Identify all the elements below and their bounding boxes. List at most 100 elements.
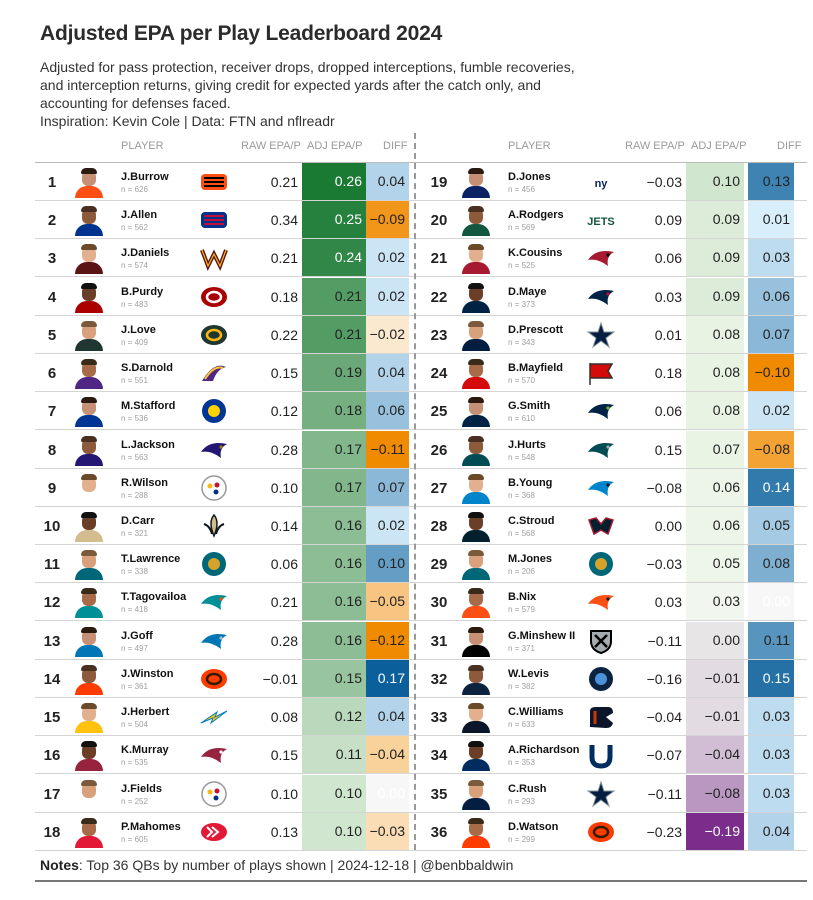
diff-cell: −0.11 xyxy=(366,430,409,468)
adj-epa-cell: −0.04 xyxy=(686,736,744,774)
diff-cell: 0.04 xyxy=(748,812,794,850)
leaderboard-table: PLAYER RAW EPA/P ADJ EPA/P DIFF PLAYER R… xyxy=(35,133,807,851)
player-name: D.Maye xyxy=(508,285,547,298)
raw-epa-value: −0.11 xyxy=(647,632,682,649)
chiefs-logo-icon xyxy=(199,818,229,846)
adj-epa-cell: 0.16 xyxy=(302,506,366,544)
player-headshot-icon xyxy=(73,242,105,275)
player-headshot-icon xyxy=(73,166,105,198)
rank: 23 xyxy=(430,326,448,344)
adj-epa-cell: 0.12 xyxy=(302,698,366,736)
adj-epa-cell: 0.08 xyxy=(686,315,744,353)
player-name: R.Wilson xyxy=(121,476,168,489)
raw-epa-value: 0.15 xyxy=(654,441,682,458)
table-row: 4 B.Purdy n = 483 0.18 0.21 0.02 xyxy=(35,277,422,316)
patriots-logo-icon xyxy=(586,283,616,311)
player-headshot-icon xyxy=(460,510,492,542)
chart-notes: Notes: Top 36 QBs by number of plays sho… xyxy=(40,857,513,873)
header-diff-left: DIFF xyxy=(383,140,408,152)
rank: 24 xyxy=(430,365,448,383)
play-count: n = 536 xyxy=(121,414,148,424)
header-adj-left: ADJ EPA/P xyxy=(307,140,363,152)
diff-cell: 0.00 xyxy=(748,583,794,621)
table-row: 22 D.Maye n = 373 0.03 0.09 0.06 xyxy=(422,277,807,316)
raw-epa-value: −0.16 xyxy=(646,670,682,687)
play-count: n = 551 xyxy=(121,376,148,386)
diff-cell: 0.03 xyxy=(748,736,794,774)
player-headshot-icon xyxy=(460,548,492,581)
raw-epa-value: −0.04 xyxy=(646,709,682,726)
header-player-left: PLAYER xyxy=(121,140,164,152)
adj-epa-cell: 0.16 xyxy=(302,583,366,621)
adj-epa-cell: 0.09 xyxy=(686,201,744,239)
raw-epa-value: 0.06 xyxy=(270,556,298,573)
table-row: 18 P.Mahomes n = 605 0.13 0.10 −0.03 xyxy=(35,812,422,851)
raw-epa-value: 0.14 xyxy=(270,517,298,534)
player-headshot-icon xyxy=(73,434,105,466)
rank: 28 xyxy=(430,517,448,535)
adj-epa-cell: 0.15 xyxy=(302,659,366,697)
diff-cell: 0.03 xyxy=(748,698,794,736)
rank: 10 xyxy=(43,517,61,535)
player-headshot-icon xyxy=(460,663,492,695)
rank: 11 xyxy=(44,556,60,574)
raw-epa-value: 0.22 xyxy=(270,326,298,343)
player-name: K.Cousins xyxy=(508,247,563,260)
raw-epa-value: −0.01 xyxy=(262,670,298,687)
adj-epa-cell: −0.08 xyxy=(686,774,744,812)
diff-cell: 0.05 xyxy=(748,506,794,544)
subtitle-line-4: Inspiration: Kevin Cole | Data: FTN and … xyxy=(40,113,335,129)
player-headshot-icon xyxy=(73,586,105,619)
browns-logo-icon xyxy=(586,818,616,846)
column-divider xyxy=(414,133,416,850)
player-headshot-icon xyxy=(73,739,105,772)
diff-cell: 0.07 xyxy=(748,315,794,353)
titans-logo-icon xyxy=(586,665,616,693)
player-headshot-icon xyxy=(460,701,492,734)
raw-epa-value: 0.34 xyxy=(270,212,298,229)
play-count: n = 535 xyxy=(121,758,148,768)
rank: 15 xyxy=(43,709,61,727)
raw-epa-value: −0.08 xyxy=(646,479,682,496)
raw-epa-value: 0.21 xyxy=(270,594,298,611)
table-row: 30 B.Nix n = 579 0.03 0.03 0.00 xyxy=(422,583,807,622)
raw-epa-value: 0.10 xyxy=(270,785,298,802)
diff-cell: −0.10 xyxy=(748,354,794,392)
rank: 13 xyxy=(43,632,61,650)
colts-logo-icon xyxy=(586,741,616,769)
rank: 1 xyxy=(47,174,57,191)
player-name: J.Burrow xyxy=(121,171,169,183)
header-adj-right: ADJ EPA/P xyxy=(691,140,747,152)
diff-cell: 0.01 xyxy=(748,201,794,239)
adj-epa-cell: 0.08 xyxy=(686,354,744,392)
table-row: 24 B.Mayfield n = 570 0.18 0.08 −0.10 xyxy=(422,354,807,393)
player-name: D.Carr xyxy=(121,514,155,527)
raw-epa-value: −0.03 xyxy=(646,174,682,190)
rank: 26 xyxy=(430,441,448,459)
raw-epa-value: −0.03 xyxy=(646,556,682,573)
player-name: T.Lawrence xyxy=(121,553,181,566)
player-name: G.Smith xyxy=(508,400,551,413)
subtitle-line-3: accounting for defenses faced. xyxy=(40,95,231,111)
packers-logo-icon xyxy=(199,321,229,349)
adj-epa-cell: 0.18 xyxy=(302,392,366,430)
diff-cell: 0.15 xyxy=(748,659,794,697)
player-headshot-icon xyxy=(460,281,492,313)
chart-title: Adjusted EPA per Play Leaderboard 2024 xyxy=(40,22,443,45)
adj-epa-cell: 0.05 xyxy=(686,545,744,583)
player-name: W.Levis xyxy=(508,667,549,680)
diff-cell: 0.06 xyxy=(366,392,409,430)
jaguars-logo-icon xyxy=(199,550,229,578)
jaguars-logo-icon xyxy=(586,550,616,578)
adj-epa-cell: 0.21 xyxy=(302,277,366,315)
table-row: 13 J.Goff n = 497 0.28 0.16 −0.12 xyxy=(35,621,422,660)
raw-epa-value: 0.08 xyxy=(270,709,298,726)
table-row: 8 L.Jackson n = 563 0.28 0.17 −0.11 xyxy=(35,430,422,469)
player-name: D.Jones xyxy=(508,171,551,183)
raw-epa-value: 0.15 xyxy=(270,365,298,382)
table-row: 28 C.Stroud n = 568 0.00 0.06 0.05 xyxy=(422,506,807,545)
rank: 17 xyxy=(43,785,61,803)
notes-divider xyxy=(35,880,807,882)
diff-cell: 0.03 xyxy=(748,239,794,277)
broncos-logo-icon xyxy=(586,588,616,616)
